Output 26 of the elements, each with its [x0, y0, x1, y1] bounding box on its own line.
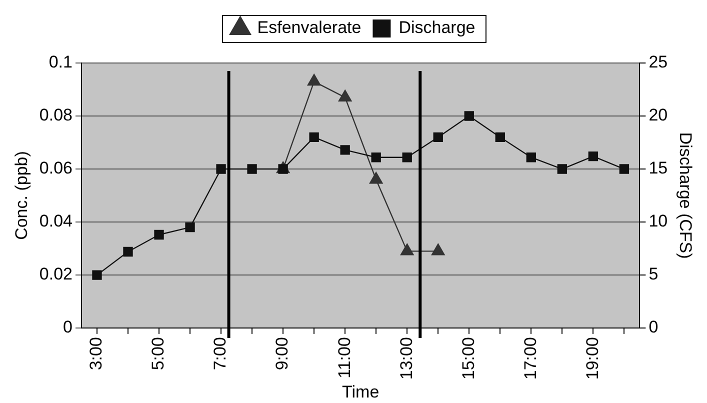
- y2-tick-label: 0: [648, 318, 658, 337]
- y2-tick-label: 20: [648, 106, 668, 125]
- x-tick-label: 3:00: [86, 337, 106, 370]
- x-tick-label: 5:00: [148, 337, 168, 370]
- y2-tick-label: 25: [648, 52, 668, 72]
- x-tick-label: 15:00: [458, 337, 478, 380]
- y2-axis-title: Discharge (CFS): [676, 132, 696, 259]
- y-tick-label: 0.06: [39, 158, 72, 178]
- y2-tick-label: 10: [648, 212, 668, 231]
- x-tick-label: 11:00: [334, 337, 354, 378]
- x-tick-label: 17:00: [520, 337, 540, 380]
- x-tick-label: 19:00: [582, 337, 602, 380]
- x-tick-label: 13:00: [396, 337, 416, 380]
- y-tick-label: 0.08: [39, 106, 72, 125]
- legend-label: Esfenvalerate: [257, 18, 362, 38]
- x-axis-title: Time: [342, 382, 380, 402]
- y-tick-label: 0.04: [39, 212, 72, 231]
- x-tick-label: 7:00: [210, 337, 230, 370]
- legend-label: Discharge: [398, 18, 476, 38]
- y2-tick-label: 15: [648, 158, 668, 178]
- y-tick-label: 0.02: [39, 264, 72, 284]
- y2-tick-label: 5: [648, 264, 658, 284]
- y-tick-label: 0: [63, 318, 72, 337]
- y-axis-title: Conc. (ppb): [12, 151, 31, 240]
- x-tick-label: 9:00: [272, 337, 292, 370]
- y-tick-label: 0.1: [48, 52, 72, 72]
